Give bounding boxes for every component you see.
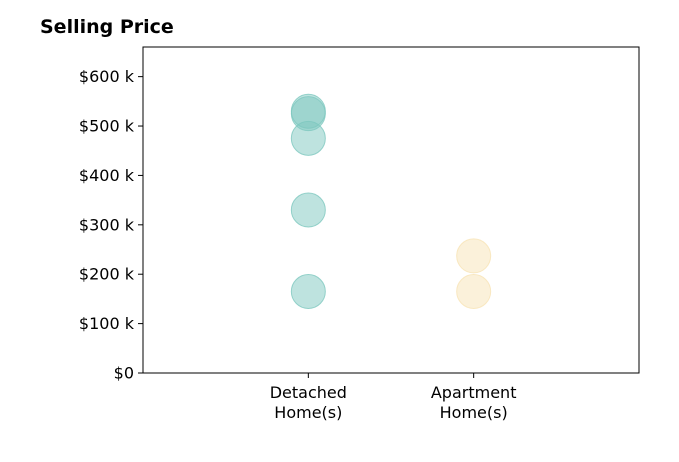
plot-frame (142, 46, 640, 374)
data-point (290, 93, 326, 129)
y-tick-label: $500 k (79, 117, 135, 136)
x-tick-label: Home(s) (274, 403, 342, 422)
data-point (456, 274, 492, 309)
chart-marks (290, 93, 492, 309)
y-axis: $0 $100 k $200 k $300 k $400 k $500 k $600 k (79, 67, 143, 383)
data-point (456, 238, 492, 274)
data-point (290, 274, 326, 309)
y-tick-label: $300 k (79, 215, 135, 234)
y-tick-label: $100 k (79, 314, 135, 333)
y-tick-label: $400 k (79, 166, 135, 185)
x-tick-label: Apartment (431, 383, 517, 402)
chart-title: Selling Price (40, 16, 174, 38)
x-tick-label: Detached (270, 383, 347, 402)
y-tick-label: $0 (114, 364, 134, 383)
y-tick-label: $600 k (79, 67, 135, 86)
data-point (290, 192, 326, 228)
y-tick-label: $200 k (79, 265, 135, 284)
x-tick-label: Home(s) (440, 403, 508, 422)
